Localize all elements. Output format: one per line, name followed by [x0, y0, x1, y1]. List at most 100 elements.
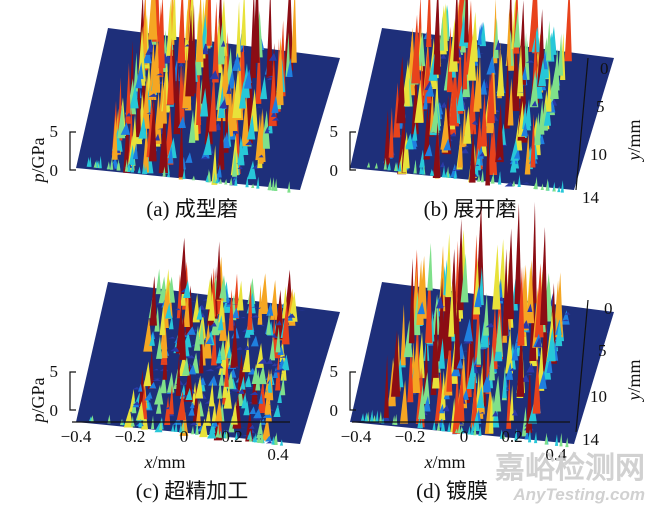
pressure-peak	[564, 0, 572, 62]
pressure-peak	[209, 70, 219, 80]
panel-c-xtick-3: 0	[180, 427, 189, 446]
pressure-peak	[549, 65, 559, 99]
pressure-peak	[179, 237, 188, 294]
pressure-peak	[543, 100, 552, 126]
pressure-peak	[241, 93, 250, 147]
pressure-peak	[177, 0, 186, 64]
pressure-peak	[495, 103, 504, 163]
pressure-peak	[227, 436, 233, 438]
pressure-peak	[218, 367, 224, 386]
panel-b-surface	[350, 0, 614, 193]
pressure-peak	[245, 140, 253, 146]
pressure-peak-front	[124, 159, 129, 172]
pressure-peak	[474, 148, 481, 171]
pressure-peak	[506, 228, 515, 320]
panel-c-surface	[76, 237, 340, 446]
pressure-peak	[456, 85, 465, 112]
pressure-peak-front	[274, 178, 278, 191]
pressure-peak	[489, 57, 495, 73]
pressure-peak	[555, 319, 563, 347]
pressure-peak-front	[501, 433, 506, 439]
pressure-peak	[196, 57, 202, 126]
panel-d-y-label-var: y	[624, 393, 644, 403]
pressure-peak	[196, 305, 203, 320]
pressure-peak	[264, 385, 270, 415]
pressure-peak	[534, 112, 541, 146]
pressure-peak	[195, 399, 201, 427]
panel-b-ztick-0: 0	[330, 161, 339, 180]
pressure-peak	[277, 389, 282, 404]
pressure-peak	[423, 90, 428, 110]
surface-base-plane	[350, 282, 614, 444]
pressure-peak	[482, 393, 488, 395]
pressure-peak	[152, 377, 162, 379]
pressure-peak	[227, 69, 236, 89]
panel-d-ztick-0: 0	[330, 401, 339, 420]
pressure-peak-front	[552, 186, 556, 192]
pressure-peak-front	[370, 409, 374, 422]
pressure-peak-front	[260, 429, 264, 444]
pressure-peak	[180, 394, 188, 397]
pressure-peak	[546, 327, 556, 362]
pressure-peak	[248, 402, 253, 404]
pressure-peak	[266, 358, 273, 364]
pressure-peak	[485, 322, 495, 328]
pressure-peak	[244, 345, 250, 350]
pressure-peak	[271, 363, 277, 367]
pressure-peak-front	[127, 164, 131, 172]
pressure-peak	[235, 1, 241, 58]
pressure-peak	[206, 0, 212, 46]
pressure-peak-front	[514, 428, 518, 441]
pressure-peak-front	[480, 169, 484, 183]
pressure-peak-front	[116, 158, 120, 171]
pressure-peak-front	[215, 177, 219, 184]
pressure-peak-front	[421, 162, 425, 175]
pressure-peak	[479, 78, 488, 95]
pressure-peak	[266, 302, 274, 316]
pressure-peak	[141, 76, 150, 129]
pressure-peak	[198, 331, 204, 374]
pressure-peak	[411, 339, 421, 394]
panel-d-xtick-1: −0.4	[341, 427, 372, 446]
pressure-peak	[259, 273, 269, 314]
pressure-peak-front	[467, 425, 471, 435]
pressure-peak-front	[159, 418, 163, 431]
pressure-peak	[257, 364, 267, 385]
pressure-peak	[132, 387, 140, 390]
pressure-peak	[445, 233, 452, 298]
pressure-peak-front	[86, 156, 90, 167]
pressure-peak	[259, 324, 265, 327]
pressure-peak-front	[141, 163, 146, 174]
pressure-peak	[120, 122, 131, 135]
panel-c-caption: (c) 超精加工	[136, 479, 249, 503]
pressure-peak-front	[499, 429, 503, 439]
pressure-peak	[179, 65, 185, 128]
pressure-peak-front	[557, 186, 561, 193]
pressure-peak-front	[478, 426, 482, 436]
pressure-peak	[237, 166, 243, 169]
pressure-peak-front	[441, 423, 446, 432]
pressure-peak-front	[93, 161, 97, 168]
pressure-peak	[219, 307, 227, 341]
pressure-peak	[238, 388, 245, 394]
pressure-peak	[249, 391, 259, 396]
pressure-peak	[220, 40, 226, 47]
pressure-peak	[531, 100, 538, 107]
pressure-peak	[125, 63, 131, 124]
pressure-peak	[203, 131, 212, 155]
pressure-peak-front	[131, 422, 135, 427]
pressure-peak	[546, 355, 553, 373]
pressure-peak	[177, 116, 186, 129]
pressure-peak	[534, 337, 542, 348]
pressure-peak	[228, 289, 234, 331]
pressure-peak	[396, 56, 406, 124]
pressure-peak	[279, 356, 287, 358]
pressure-peak	[251, 363, 259, 385]
pressure-peak	[143, 361, 152, 387]
panel-c-z-axis-line	[69, 371, 76, 411]
pressure-peak	[230, 401, 238, 425]
pressure-peak	[424, 144, 433, 157]
panel-d-x-label-var: x	[423, 452, 432, 472]
pressure-peak	[469, 128, 476, 183]
pressure-peak	[443, 138, 452, 151]
